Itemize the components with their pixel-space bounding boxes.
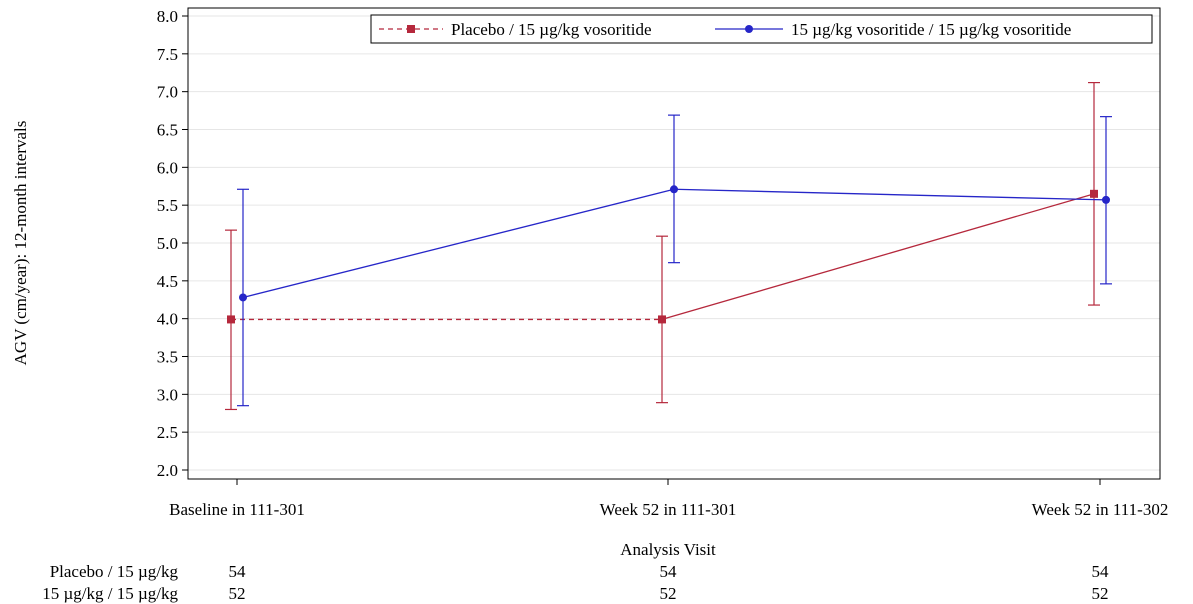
y-tick-label: 6.5 <box>157 121 178 140</box>
at-risk-count: 54 <box>660 562 678 581</box>
y-tick-label: 7.0 <box>157 83 178 102</box>
series-line-segment <box>673 188 1107 201</box>
y-tick-label: 2.0 <box>157 461 178 480</box>
y-tick-label: 2.5 <box>157 423 178 442</box>
y-tick-label: 4.0 <box>157 310 178 329</box>
legend-swatch-marker <box>745 25 753 33</box>
y-axis-title: AGV (cm/year): 12-month intervals <box>11 121 30 366</box>
y-tick-label: 3.0 <box>157 385 178 404</box>
y-tick-label: 5.0 <box>157 234 178 253</box>
at-risk-count: 52 <box>1092 584 1109 603</box>
series-line-segment <box>661 193 1095 321</box>
data-point <box>670 185 678 194</box>
y-tick-label: 7.5 <box>157 45 178 64</box>
y-tick-label: 5.5 <box>157 196 178 215</box>
series-line-segment <box>242 188 675 299</box>
legend-label: Placebo / 15 µg/kg vosoritide <box>451 20 652 39</box>
x-tick-label: Baseline in 111-301 <box>169 500 305 519</box>
at-risk-count: 52 <box>229 584 246 603</box>
data-point <box>1090 189 1098 198</box>
at-risk-row-label: 15 µg/kg / 15 µg/kg <box>42 584 178 603</box>
data-point <box>1102 195 1110 204</box>
at-risk-count: 54 <box>229 562 247 581</box>
at-risk-count: 52 <box>660 584 677 603</box>
at-risk-count: 54 <box>1092 562 1110 581</box>
legend-label: 15 µg/kg vosoritide / 15 µg/kg vosoritid… <box>791 20 1071 39</box>
x-tick-label: Week 52 in 111-301 <box>600 500 737 519</box>
data-point <box>658 315 666 324</box>
data-point <box>239 293 247 302</box>
data-point <box>227 315 235 324</box>
y-tick-label: 3.5 <box>157 348 178 367</box>
legend-swatch-marker <box>407 25 415 33</box>
x-axis-title: Analysis Visit <box>620 540 716 559</box>
y-tick-label: 8.0 <box>157 7 178 26</box>
y-tick-label: 4.5 <box>157 272 178 291</box>
y-tick-label: 6.0 <box>157 158 178 177</box>
x-tick-label: Week 52 in 111-302 <box>1032 500 1169 519</box>
at-risk-row-label: Placebo / 15 µg/kg <box>50 562 179 581</box>
